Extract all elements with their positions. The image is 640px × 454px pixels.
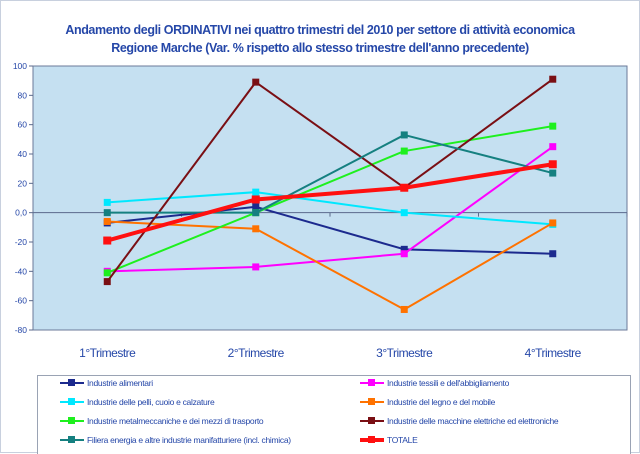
legend-label: Industrie delle pelli, cuoio e calzature: [87, 397, 215, 407]
data-point: [103, 269, 111, 277]
series: [103, 217, 557, 313]
series-line: [107, 145, 554, 273]
data-point: [400, 250, 408, 258]
legend-swatch: [60, 433, 84, 447]
legend-swatch: [60, 395, 84, 409]
y-tick-label: 0,0: [15, 208, 27, 218]
y-tick-label: -60: [15, 296, 28, 306]
legend-label: Industrie metalmeccaniche e dei mezzi di…: [87, 416, 264, 426]
data-point: [400, 131, 408, 139]
data-point: [103, 198, 111, 206]
data-point: [549, 169, 557, 177]
data-point: [252, 203, 260, 211]
data-point: [549, 122, 557, 130]
data-point: [400, 183, 409, 192]
series-line: [106, 125, 553, 274]
data-point: [252, 209, 260, 217]
y-tick-label: -80: [15, 325, 28, 335]
data-point: [103, 236, 112, 245]
data-point: [400, 305, 408, 313]
legend-swatch: [360, 433, 384, 447]
series: [103, 160, 557, 245]
data-point: [103, 217, 111, 225]
data-point: [252, 188, 260, 196]
legend-label: TOTALE: [387, 435, 418, 445]
line-chart: 100 80 60 40 20 0,0 -20 -40 -60 -80 1°Trimestre 2°T…: [13, 61, 628, 360]
legend-item: Industrie delle macchine elettriche ed e…: [360, 414, 559, 428]
legend-item: Industrie del legno e del mobile: [360, 395, 495, 409]
data-point: [400, 245, 408, 253]
legend-swatch: [60, 376, 84, 390]
data-point: [548, 160, 557, 169]
legend-swatch: [360, 376, 384, 390]
legend-item: Industrie alimentari: [60, 376, 153, 390]
x-tick-label: 3°Trimestre: [376, 346, 433, 360]
legend-item: Industrie delle pelli, cuoio e calzature: [60, 395, 215, 409]
data-point: [251, 195, 260, 204]
y-tick-label: -20: [15, 237, 28, 247]
legend-swatch: [60, 414, 84, 428]
chart-subtitle: Regione Marche (Var. % rispetto allo ste…: [111, 41, 529, 55]
y-tick-label: 60: [18, 120, 28, 130]
series-line: [107, 220, 554, 311]
data-point: [400, 209, 408, 217]
y-tick-label: 100: [13, 61, 27, 71]
legend-label: Industrie del legno e del mobile: [387, 397, 496, 407]
y-tick-label: 20: [18, 178, 28, 188]
data-point: [549, 75, 557, 83]
series-line: [106, 162, 554, 243]
legend-item: Filiera energia e altre industrie manifa…: [60, 433, 291, 447]
x-tick-label: 2°Trimestre: [228, 346, 285, 360]
data-point: [252, 78, 260, 86]
legend-label: Industrie tessili e dell'abbigliamento: [387, 378, 510, 388]
x-tick-label: 4°Trimestre: [525, 346, 582, 360]
series-layer: [103, 75, 557, 313]
data-point: [103, 209, 111, 217]
plot-area: [32, 65, 628, 331]
legend-item: TOTALE: [360, 433, 418, 447]
data-point: [400, 147, 408, 155]
series-line: [107, 133, 553, 214]
chart-title: Andamento degli ORDINATIVI nei quattro t…: [65, 23, 575, 37]
data-point: [549, 250, 557, 258]
legend: Industrie alimentari Industrie tessili e …: [37, 375, 631, 454]
series-line: [106, 78, 554, 283]
data-point: [252, 263, 260, 271]
x-tick-label: 1°Trimestre: [79, 346, 136, 360]
y-tick-label: -40: [15, 266, 28, 276]
series: [103, 131, 557, 217]
legend-swatch: [360, 414, 384, 428]
axes: 100 80 60 40 20 0,0 -20 -40 -60 -80 1°Trimestre 2°T…: [13, 61, 628, 360]
y-tick-label: 40: [18, 149, 28, 159]
series-line: [107, 205, 553, 255]
data-point: [549, 143, 557, 151]
legend-label: Industrie alimentari: [87, 378, 153, 388]
data-point: [549, 219, 557, 227]
legend-item: Industrie metalmeccaniche e dei mezzi di…: [60, 414, 264, 428]
legend-label: Industrie delle macchine elettriche ed e…: [387, 416, 559, 426]
series-line: [107, 191, 553, 226]
data-point: [252, 225, 260, 233]
legend-swatch: [360, 395, 384, 409]
legend-label: Filiera energia e altre industrie manifa…: [87, 435, 291, 445]
y-tick-label: 80: [18, 90, 28, 100]
data-point: [103, 278, 111, 286]
legend-item: Industrie tessili e dell'abbigliamento: [360, 376, 509, 390]
